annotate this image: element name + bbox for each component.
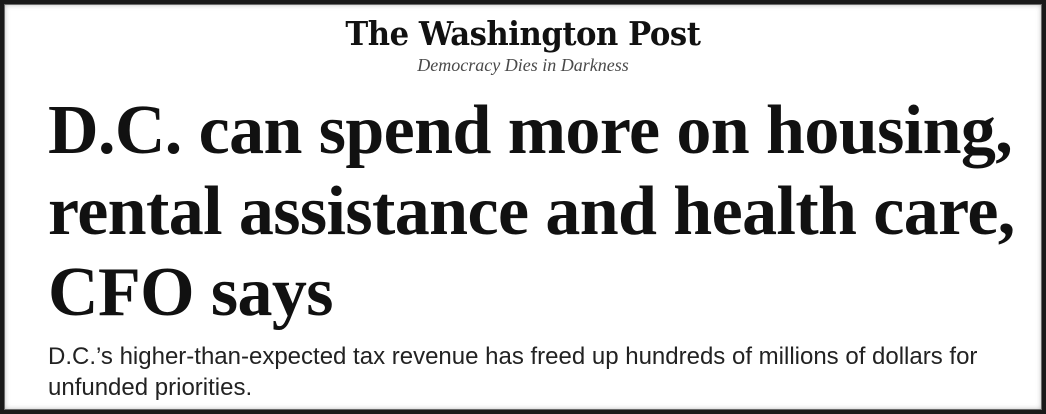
site-tagline: Democracy Dies in Darkness — [417, 55, 629, 75]
article-dek: D.C.’s higher-than-expected tax revenue … — [48, 343, 978, 401]
article-headline[interactable]: D.C. can spend more on housing, rental a… — [48, 92, 1015, 331]
site-logo[interactable]: The Washington Post — [345, 14, 701, 53]
masthead: The Washington Post Democracy Dies in Da… — [4, 14, 1042, 76]
